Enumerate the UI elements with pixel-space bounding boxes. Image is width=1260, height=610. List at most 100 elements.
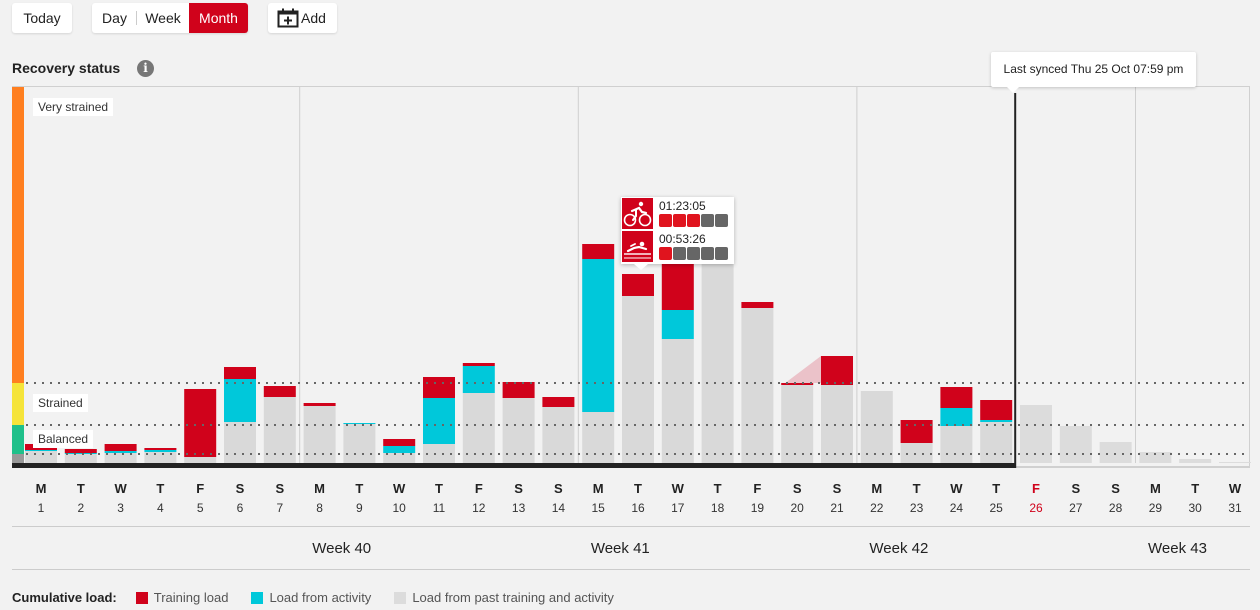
bar-past xyxy=(940,426,973,463)
day-number[interactable]: 18 xyxy=(710,501,725,515)
bar-past xyxy=(1179,459,1212,463)
day-number[interactable]: 1 xyxy=(37,501,45,515)
day-number[interactable]: 23 xyxy=(909,501,924,515)
zone-band xyxy=(12,454,24,463)
bar-past xyxy=(502,398,535,463)
day-number[interactable]: 22 xyxy=(870,501,884,515)
bar-training xyxy=(582,244,615,259)
bar-training xyxy=(741,302,774,308)
legend-label: Load from past training and activity xyxy=(412,590,614,605)
day-number[interactable]: 14 xyxy=(551,501,566,515)
activity-row[interactable]: 01:23:05 xyxy=(621,197,734,230)
day-letter: T xyxy=(156,481,165,496)
range-day-button[interactable]: Day xyxy=(92,3,137,33)
day-number[interactable]: 8 xyxy=(316,501,323,515)
bar-activity xyxy=(224,379,256,422)
add-button[interactable]: Add xyxy=(268,3,337,33)
range-month-button[interactable]: Month xyxy=(189,3,248,33)
day-number[interactable]: 12 xyxy=(472,501,486,515)
day-letter: S xyxy=(1071,481,1081,496)
bar-past xyxy=(25,451,57,463)
legend-label: Load from activity xyxy=(269,590,372,605)
last-synced-tooltip: Last synced Thu 25 Oct 07:59 pm xyxy=(991,52,1196,93)
bar-past xyxy=(383,453,416,463)
day-number[interactable]: 24 xyxy=(949,501,964,515)
day-number[interactable]: 5 xyxy=(196,501,204,515)
bar-past xyxy=(343,424,376,463)
day-letter: W xyxy=(393,481,406,496)
day-letter: T xyxy=(1191,481,1200,496)
day-number[interactable]: 3 xyxy=(117,501,124,515)
range-week-button[interactable]: Week xyxy=(145,10,181,26)
bar-activity xyxy=(25,450,57,451)
intensity-block xyxy=(687,247,700,260)
day-letter: S xyxy=(832,481,842,496)
intensity-block xyxy=(701,214,714,227)
today-button[interactable]: Today xyxy=(12,3,72,33)
activity-row[interactable]: 00:53:26 xyxy=(621,230,734,263)
day-number[interactable]: 17 xyxy=(671,501,685,515)
bar-past xyxy=(224,422,256,463)
day-number[interactable]: 7 xyxy=(276,501,284,515)
trend-ramp xyxy=(785,356,821,383)
day-number[interactable]: 30 xyxy=(1188,501,1202,515)
bar-training xyxy=(542,397,575,407)
day-number[interactable]: 2 xyxy=(77,501,85,515)
day-letter: M xyxy=(592,481,604,496)
day-number[interactable]: 21 xyxy=(830,501,844,515)
day-letter: T xyxy=(76,481,85,496)
day-number[interactable]: 26 xyxy=(1029,501,1043,515)
activity-tooltip: 01:23:05 00:53:26 xyxy=(621,197,734,270)
day-letter: S xyxy=(792,481,802,496)
day-letter: S xyxy=(235,481,245,496)
range-selector[interactable]: Day Week Month xyxy=(92,3,248,33)
bar-activity xyxy=(144,450,177,452)
day-letter: T xyxy=(713,481,722,496)
activity-duration: 01:23:05 xyxy=(659,199,706,213)
future-baseline xyxy=(1015,466,1250,468)
intensity-block xyxy=(715,247,728,260)
day-number[interactable]: 9 xyxy=(356,501,363,515)
intensity-block xyxy=(659,247,672,260)
bar-past xyxy=(1139,452,1172,463)
day-number[interactable]: 11 xyxy=(432,501,446,515)
legend-swatch-training xyxy=(135,591,148,604)
day-number[interactable]: 19 xyxy=(750,501,765,515)
bar-training xyxy=(224,367,256,379)
bar-past xyxy=(462,393,495,463)
day-letter: M xyxy=(1149,481,1161,496)
divider xyxy=(12,526,1250,527)
intensity-block xyxy=(659,214,672,227)
day-number[interactable]: 27 xyxy=(1069,501,1083,515)
day-number[interactable]: 4 xyxy=(157,501,164,515)
day-number[interactable]: 31 xyxy=(1228,501,1242,515)
day-number[interactable]: 29 xyxy=(1148,501,1163,515)
bar-activity xyxy=(582,259,615,412)
bar-training xyxy=(622,274,654,296)
bar-activity xyxy=(104,451,137,453)
day-letter: T xyxy=(634,481,642,496)
day-number[interactable]: 10 xyxy=(392,501,406,515)
day-number[interactable]: 28 xyxy=(1108,501,1123,515)
day-number[interactable]: 25 xyxy=(989,501,1003,515)
day-number[interactable]: 6 xyxy=(236,501,244,515)
swimming-icon xyxy=(622,231,653,262)
calendar-plus-icon xyxy=(277,8,299,28)
day-number[interactable]: 15 xyxy=(591,501,605,515)
past-baseline xyxy=(12,463,1016,468)
bar-past xyxy=(582,412,615,463)
day-number[interactable]: 20 xyxy=(790,501,804,515)
info-icon[interactable]: i xyxy=(137,60,154,77)
bar-training xyxy=(64,449,97,453)
bar-training xyxy=(303,403,336,406)
day-number[interactable]: 13 xyxy=(511,501,526,515)
bar-training xyxy=(462,363,495,366)
bar-past xyxy=(701,236,734,463)
day-number[interactable]: 16 xyxy=(631,501,645,515)
zone-label-very-strained: Very strained xyxy=(33,98,114,116)
day-letter: T xyxy=(355,481,364,496)
zone-band xyxy=(12,87,24,383)
day-letter: S xyxy=(1111,481,1120,496)
bar-past xyxy=(741,308,774,463)
bar-activity xyxy=(64,453,97,454)
